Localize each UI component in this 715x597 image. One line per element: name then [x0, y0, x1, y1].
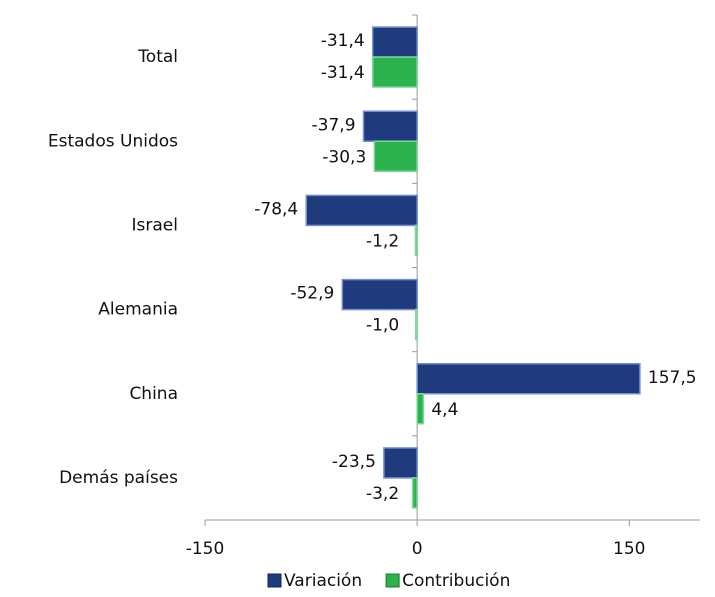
value-label: -30,3: [322, 147, 366, 167]
legend-label: Contribución: [402, 571, 510, 591]
x-tick-label: -150: [186, 539, 225, 559]
bar: [416, 393, 425, 425]
category-label: Total: [137, 47, 178, 67]
legend-label: Variación: [284, 571, 362, 591]
value-label: -1,2: [366, 231, 399, 251]
legend-swatch: [385, 573, 400, 588]
bar: [411, 477, 418, 509]
x-tick-label: 0: [412, 539, 423, 559]
value-label: 4,4: [431, 400, 458, 420]
bar: [414, 308, 418, 341]
value-label: 157,5: [648, 368, 697, 388]
category-label: Estados Unidos: [48, 131, 178, 151]
bar: [383, 447, 418, 479]
bar: [414, 224, 418, 257]
value-label: -3,2: [366, 484, 399, 504]
bar: [416, 363, 641, 395]
category-label: Alemania: [98, 300, 178, 320]
value-label: -23,5: [332, 452, 376, 472]
value-label: -31,4: [321, 63, 365, 83]
value-label: -31,4: [321, 31, 365, 51]
bar: [305, 194, 418, 227]
category-label: Israel: [132, 215, 178, 235]
bar: [373, 140, 418, 172]
value-label: -37,9: [312, 115, 356, 135]
x-tick-label: 150: [613, 539, 645, 559]
bar: [362, 110, 418, 142]
bar: [371, 26, 418, 58]
value-label: -1,0: [366, 316, 399, 336]
value-label: -52,9: [290, 284, 334, 304]
bar: [371, 56, 418, 88]
category-label: China: [129, 384, 178, 404]
value-label: -78,4: [254, 199, 298, 219]
legend-swatch: [267, 573, 282, 588]
bar: [341, 278, 418, 311]
category-label: Demás países: [59, 468, 178, 488]
